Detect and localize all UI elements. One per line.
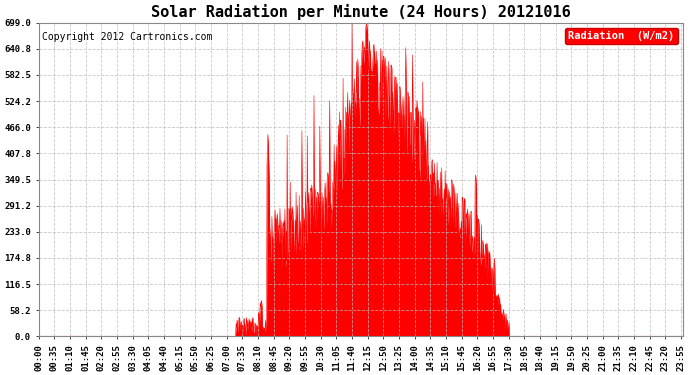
Legend: Radiation  (W/m2): Radiation (W/m2) — [565, 28, 678, 44]
Title: Solar Radiation per Minute (24 Hours) 20121016: Solar Radiation per Minute (24 Hours) 20… — [151, 4, 571, 20]
Text: Copyright 2012 Cartronics.com: Copyright 2012 Cartronics.com — [42, 32, 213, 42]
